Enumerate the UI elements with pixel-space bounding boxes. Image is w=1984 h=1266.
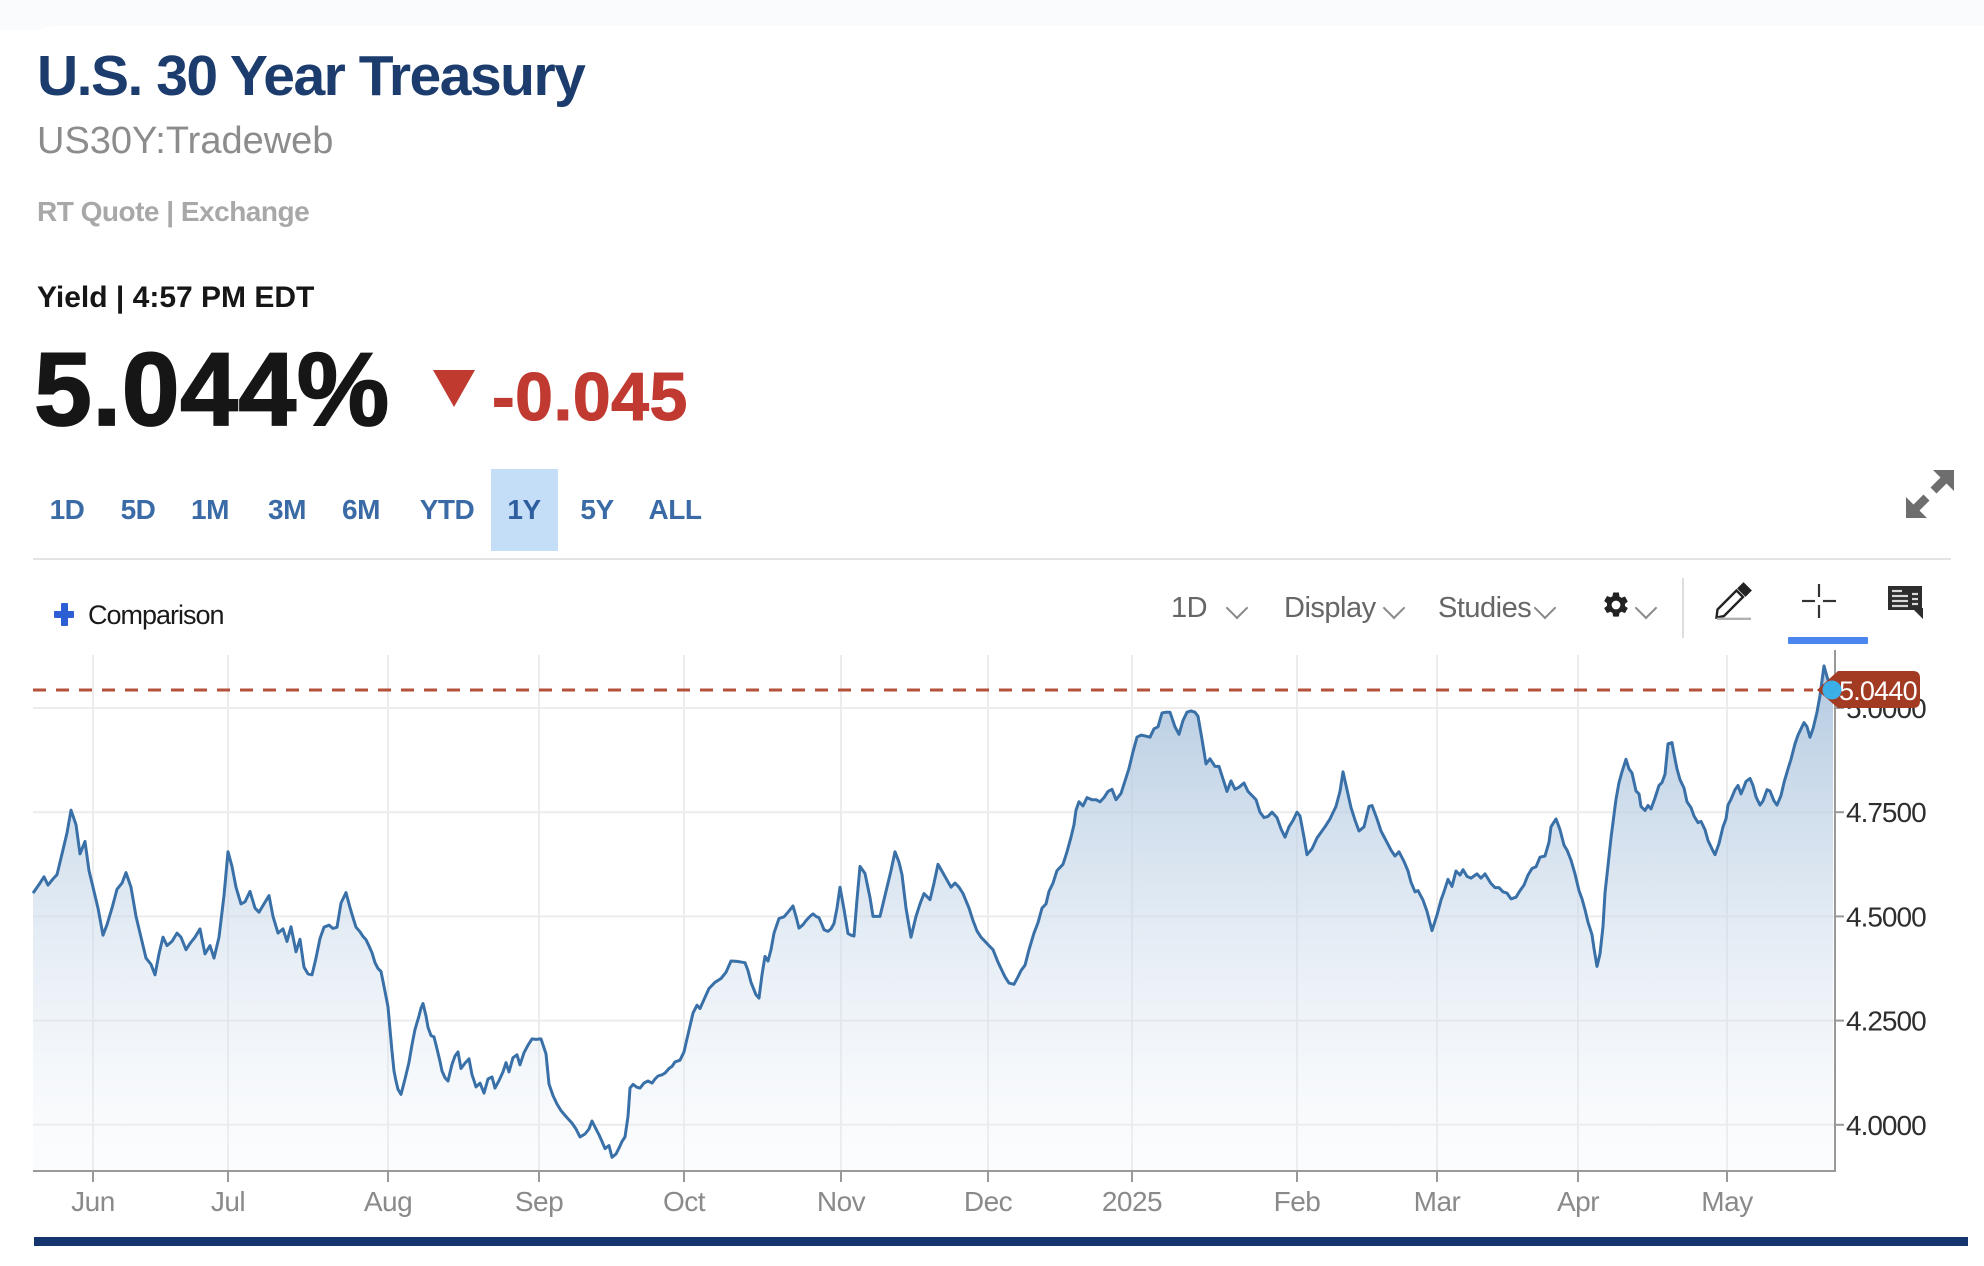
svg-text:Jul: Jul <box>211 1186 245 1217</box>
svg-text:Nov: Nov <box>817 1186 866 1217</box>
svg-text:5.0440: 5.0440 <box>1839 676 1917 706</box>
svg-text:Aug: Aug <box>364 1186 412 1217</box>
svg-text:Apr: Apr <box>1557 1186 1599 1217</box>
svg-text:Dec: Dec <box>964 1186 1013 1217</box>
svg-text:4.0000: 4.0000 <box>1846 1110 1926 1141</box>
svg-text:Mar: Mar <box>1414 1186 1461 1217</box>
svg-text:4.2500: 4.2500 <box>1846 1006 1926 1037</box>
svg-text:Feb: Feb <box>1274 1186 1321 1217</box>
svg-text:May: May <box>1701 1186 1753 1217</box>
svg-text:Oct: Oct <box>663 1186 706 1217</box>
svg-text:2025: 2025 <box>1102 1186 1162 1217</box>
svg-text:4.7500: 4.7500 <box>1846 797 1926 828</box>
svg-text:Jun: Jun <box>71 1186 115 1217</box>
svg-text:Sep: Sep <box>515 1186 563 1217</box>
svg-text:4.5000: 4.5000 <box>1846 901 1926 932</box>
